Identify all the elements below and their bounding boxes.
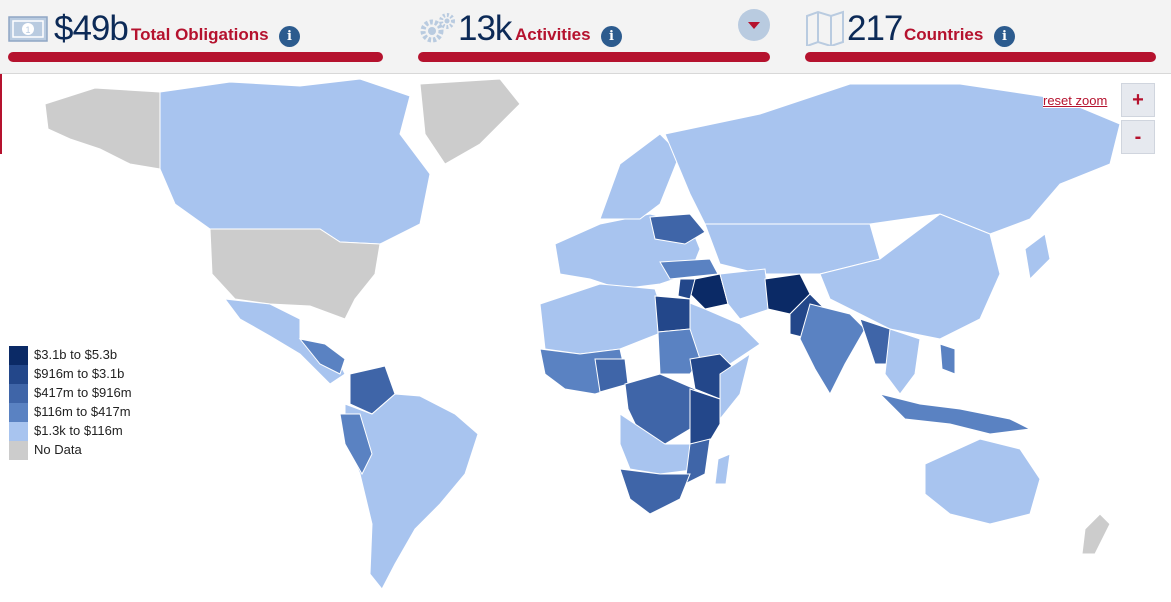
activities-progress-bar	[418, 52, 770, 62]
legend-swatch	[9, 422, 28, 441]
choropleth-map[interactable]	[0, 74, 1171, 597]
legend-swatch	[9, 365, 28, 384]
total-obligations-label: Total Obligations	[131, 25, 269, 44]
countries-value: 217	[847, 9, 903, 48]
total-obligations-value: $49b	[54, 9, 129, 48]
southeast-asia-region	[884, 328, 921, 395]
legend-label: $116m to $417m	[34, 404, 131, 419]
alaska-region	[44, 87, 161, 170]
gears-icon	[418, 10, 458, 46]
total-obligations-stat: 1 $49b Total Obligations i	[8, 6, 383, 66]
legend-label: $3.1b to $5.3b	[34, 347, 118, 362]
info-icon[interactable]: i	[994, 26, 1015, 47]
dropdown-toggle-button[interactable]	[738, 9, 770, 41]
countries-stat: 217 Countries i	[805, 6, 1156, 66]
legend-label: $916m to $3.1b	[34, 366, 125, 381]
legend-label: $1.3k to $116m	[34, 423, 123, 438]
info-icon[interactable]: i	[601, 26, 622, 47]
angola-zambia-region	[619, 413, 701, 475]
money-icon: 1	[8, 10, 48, 46]
central-america-region	[298, 338, 346, 375]
australia-region	[924, 438, 1041, 525]
china-region	[819, 213, 1001, 340]
obligations-progress-bar	[8, 52, 383, 62]
greenland-region	[419, 78, 521, 165]
activities-value: 13k	[458, 9, 512, 48]
usa-region	[209, 228, 381, 320]
south-america-region	[344, 393, 479, 590]
stats-header: 1 $49b Total Obligations i 13k Activitie…	[0, 0, 1171, 74]
canada-region	[159, 78, 431, 245]
legend-swatch	[9, 346, 28, 365]
scandinavia-region	[599, 133, 681, 220]
activities-label: Activities	[515, 25, 591, 44]
countries-progress-bar	[805, 52, 1156, 62]
new-zealand-region	[1081, 513, 1111, 555]
legend-swatch	[9, 441, 28, 460]
southern-africa-region	[619, 468, 691, 515]
east-africa-region	[689, 388, 721, 450]
madagascar-region	[714, 453, 731, 485]
legend-label: $417m to $916m	[34, 385, 132, 400]
info-icon[interactable]: i	[279, 26, 300, 47]
zoom-in-button[interactable]: +	[1121, 83, 1155, 117]
activities-stat: 13k Activities i	[418, 6, 770, 66]
mozambique-region	[684, 438, 711, 485]
nigeria-region	[594, 358, 629, 393]
north-africa-region	[539, 283, 661, 355]
map-icon	[805, 10, 845, 48]
zoom-out-button[interactable]: -	[1121, 120, 1155, 154]
india-region	[799, 303, 866, 396]
countries-label: Countries	[904, 25, 984, 44]
mexico-region	[223, 298, 346, 385]
legend-label: No Data	[34, 442, 82, 457]
indonesia-region	[878, 393, 1032, 435]
japan-region	[1024, 233, 1051, 281]
map-side-marker	[0, 74, 2, 154]
caret-down-icon	[748, 22, 760, 29]
iran-region	[719, 268, 771, 320]
ukraine-region	[649, 213, 706, 245]
egypt-region	[654, 295, 691, 333]
central-africa-region	[624, 373, 696, 445]
reset-zoom-link[interactable]: reset zoom	[1043, 93, 1108, 108]
legend-swatch	[9, 403, 28, 422]
philippines-region	[939, 343, 956, 375]
world-map[interactable]	[0, 74, 1171, 597]
legend-swatch	[9, 384, 28, 403]
peru-region	[339, 413, 373, 476]
svg-text:1: 1	[25, 25, 30, 35]
